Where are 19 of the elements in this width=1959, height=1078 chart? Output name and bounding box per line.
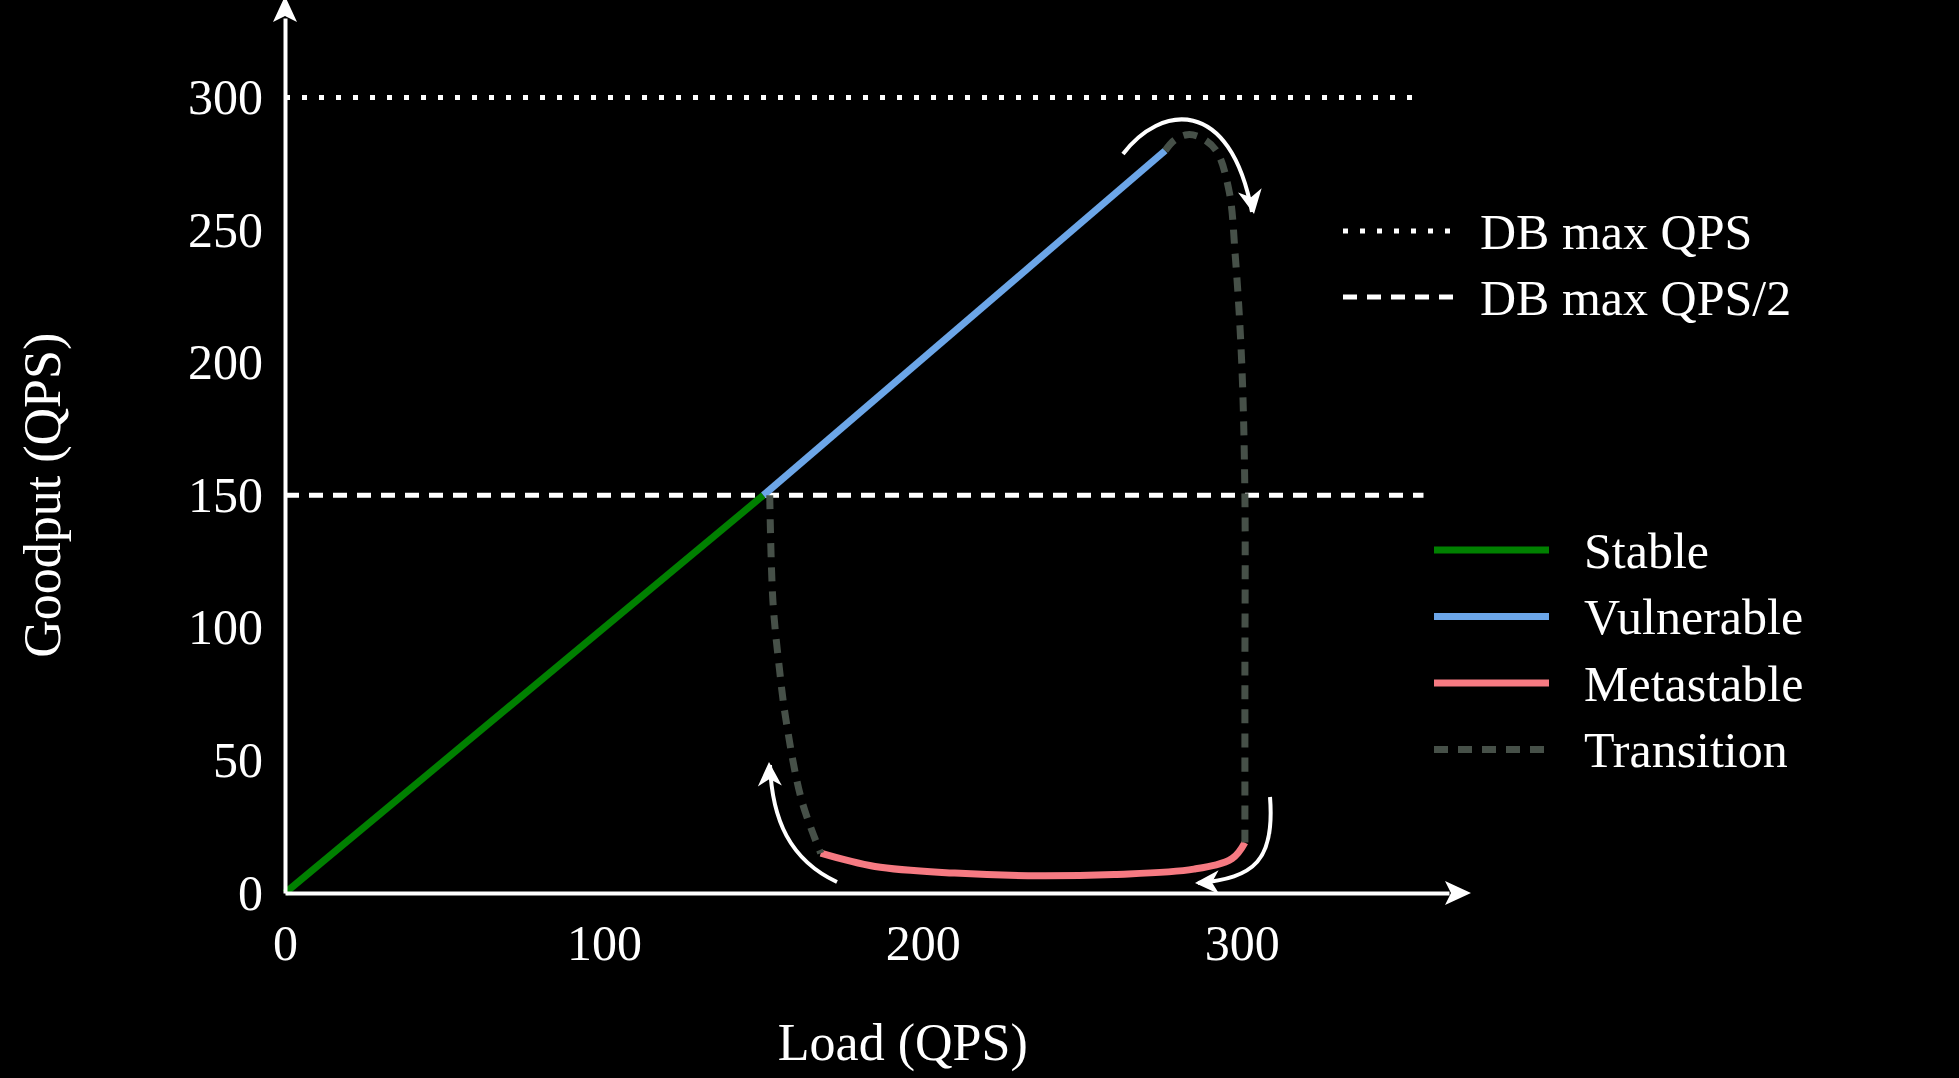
legend-label: DB max QPS [1480, 203, 1753, 260]
y-tick-label: 300 [188, 69, 263, 126]
legend-label: Stable [1584, 522, 1709, 579]
y-axis-title: Goodput (QPS) [14, 332, 72, 658]
x-axis-title: Load (QPS) [777, 1014, 1028, 1072]
y-tick-label: 250 [188, 201, 263, 258]
legend-label: Transition [1584, 722, 1788, 778]
y-tick-label: 50 [213, 731, 263, 788]
legend-label: Metastable [1584, 655, 1804, 712]
x-tick-label: 100 [566, 915, 642, 971]
x-tick-label: 200 [885, 915, 961, 971]
legend-label: Vulnerable [1584, 589, 1804, 645]
legend-label: DB max QPS/2 [1480, 269, 1792, 326]
y-tick-label: 100 [188, 599, 263, 656]
y-tick-label: 0 [238, 864, 263, 921]
x-tick-label: 300 [1204, 915, 1280, 971]
x-tick-label: 0 [273, 915, 298, 971]
y-tick-label: 200 [188, 334, 263, 391]
y-tick-label: 150 [188, 466, 263, 523]
